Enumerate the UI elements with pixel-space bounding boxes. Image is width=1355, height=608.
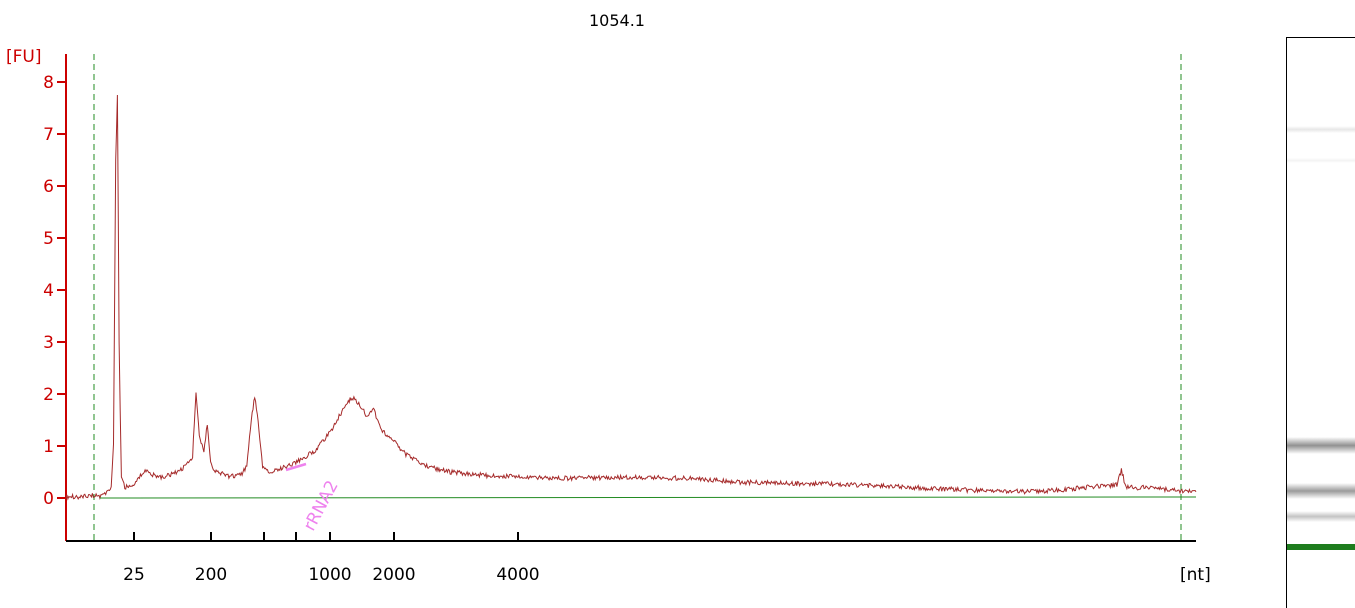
y-tick-label: 2 <box>43 385 54 405</box>
x-axis-label: [nt] <box>1180 565 1211 585</box>
electropherogram-chart: 1054.1 [FU] 0 1 2 3 4 5 6 7 8 25 200 1000 2000 4000 [nt… <box>6 11 1211 585</box>
y-tick-label: 5 <box>43 229 54 249</box>
gel-band <box>1287 511 1355 523</box>
y-tick-label: 8 <box>43 73 54 93</box>
y-tick-label: 7 <box>43 125 54 145</box>
gel-band <box>1287 157 1355 164</box>
gel-lane <box>1286 37 1355 608</box>
x-tick-label: 1000 <box>308 565 351 585</box>
x-tick-label: 25 <box>123 565 145 585</box>
baseline-line <box>99 496 1197 499</box>
rrna2-label: rRNA2 <box>300 477 343 534</box>
trace-line <box>65 94 1197 501</box>
y-axis-label: [FU] <box>6 47 42 67</box>
x-tick-label: 2000 <box>372 565 415 585</box>
y-tick-label: 0 <box>43 489 54 509</box>
y-tick-label: 1 <box>43 437 54 457</box>
y-tick-label: 3 <box>43 333 54 353</box>
gel-band <box>1287 126 1355 134</box>
x-tick-label: 200 <box>195 565 227 585</box>
y-tick-label: 6 <box>43 177 54 197</box>
y-tick-label: 4 <box>43 281 54 301</box>
gel-band <box>1287 482 1355 499</box>
gel-marker-band <box>1287 544 1355 550</box>
rrna2-marker <box>285 462 307 472</box>
x-tick-label: 4000 <box>496 565 539 585</box>
chart-title: 1054.1 <box>589 11 645 30</box>
gel-band <box>1287 437 1355 455</box>
